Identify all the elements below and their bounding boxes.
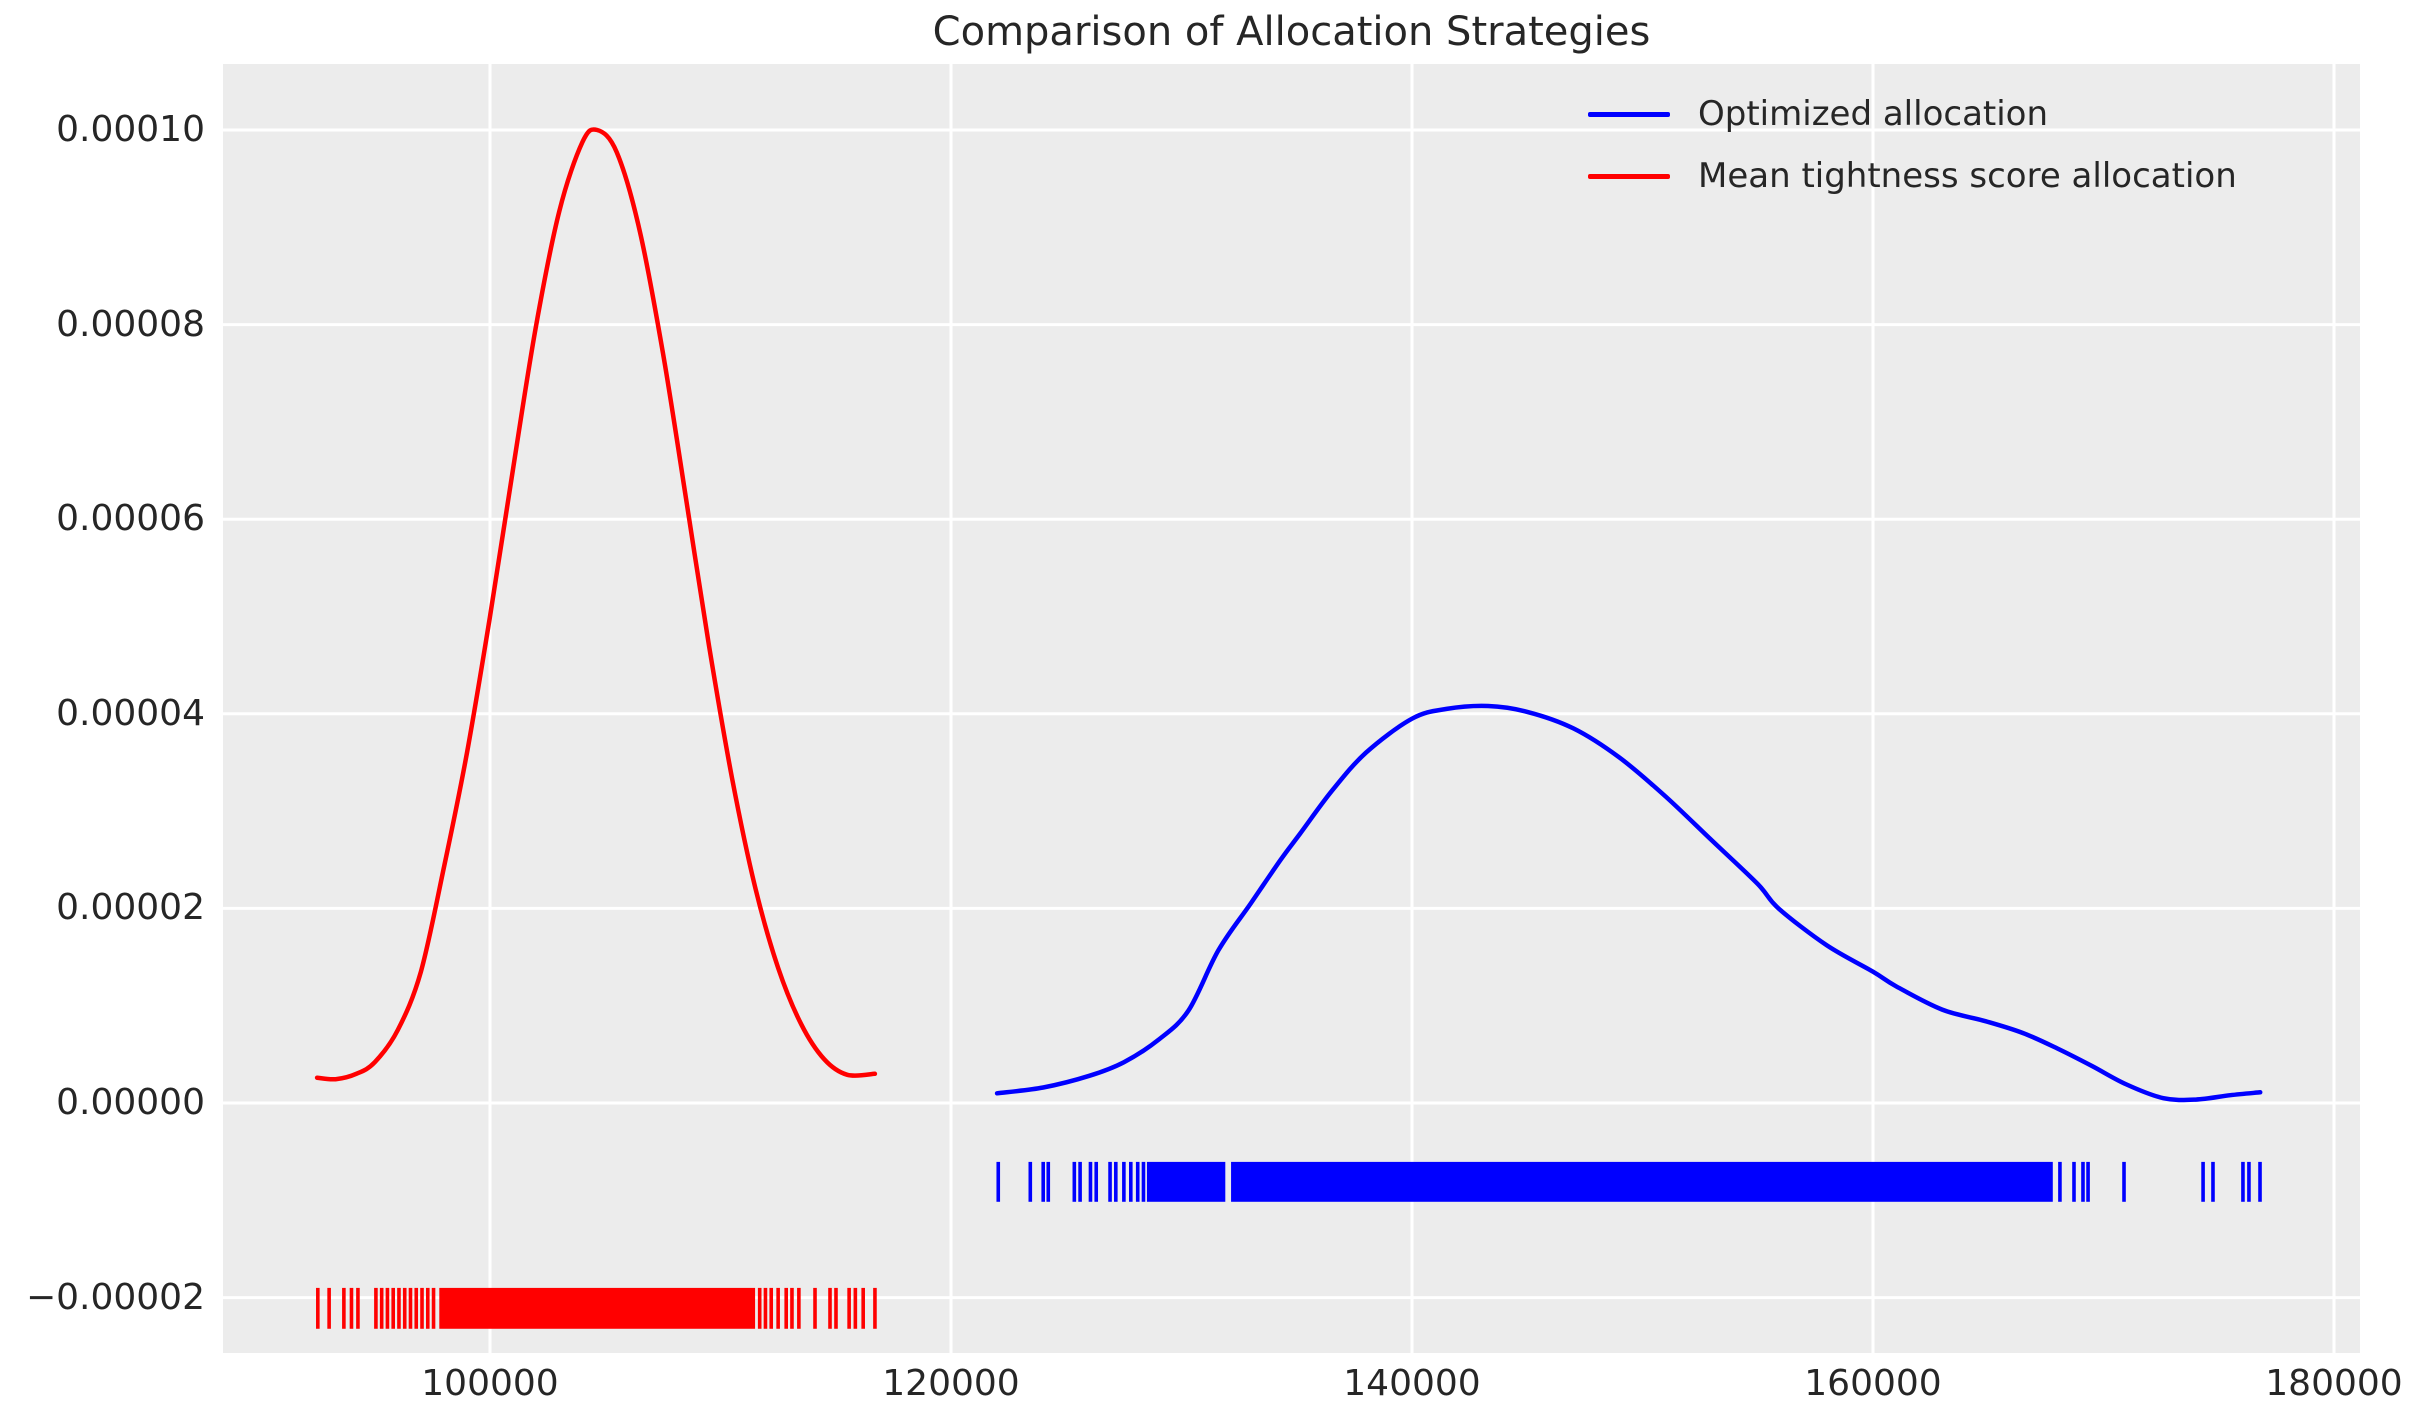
rug-tick-mean-tightness xyxy=(763,1287,768,1329)
rug-tick-mean-tightness xyxy=(769,1287,774,1329)
x-tick-label: 100000 xyxy=(421,1363,559,1404)
rug-tick-mean-tightness xyxy=(374,1287,378,1329)
chart-canvas xyxy=(223,64,2360,1353)
chart-title: Comparison of Allocation Strategies xyxy=(932,9,1651,55)
legend-label: Optimized allocation xyxy=(1698,94,2049,134)
rug-tick-optimized xyxy=(1046,1161,1051,1202)
rug-tick-optimized xyxy=(2247,1161,2251,1202)
rug-tick-optimized xyxy=(1094,1161,1099,1202)
rug-tick-optimized xyxy=(1128,1161,1133,1202)
rug-tick-mean-tightness xyxy=(873,1287,877,1329)
rug-tick-optimized xyxy=(1114,1161,1118,1202)
rug-tick-mean-tightness xyxy=(861,1287,865,1329)
rug-tick-mean-tightness xyxy=(797,1287,801,1329)
rug-tick-optimized xyxy=(1135,1161,1140,1202)
y-tick-label: 0.00004 xyxy=(56,692,205,734)
rug-tick-optimized xyxy=(2122,1161,2126,1202)
y-tick-label: 0.00000 xyxy=(56,1082,205,1124)
rug-tick-mean-tightness xyxy=(385,1287,390,1329)
rug-tick-mean-tightness xyxy=(834,1287,838,1329)
rug-tick-optimized xyxy=(1072,1161,1077,1202)
y-tick-label: 0.00010 xyxy=(56,108,205,150)
rug-tick-optimized xyxy=(2258,1161,2262,1202)
rug-tick-mean-tightness xyxy=(397,1287,401,1329)
legend-line-sample-blue xyxy=(1588,111,1670,117)
kde-curve-mean-tightness xyxy=(314,127,878,1082)
rug-tick-optimized xyxy=(1028,1161,1033,1202)
y-tick-label: 0.00002 xyxy=(56,887,205,929)
rug-tick-optimized xyxy=(996,1161,1001,1202)
rug-tick-optimized xyxy=(1078,1161,1082,1202)
legend-label: Mean tightness score allocation xyxy=(1698,156,2237,196)
rug-tick-optimized xyxy=(2086,1161,2090,1202)
rug-tick-optimized xyxy=(2241,1161,2245,1202)
y-tick-label: −0.00002 xyxy=(25,1276,205,1318)
y-tick-label: 0.00006 xyxy=(56,498,205,540)
rug-tick-mean-tightness xyxy=(431,1287,436,1329)
rug-tick-optimized xyxy=(2072,1161,2076,1202)
rug-tick-optimized xyxy=(2201,1161,2205,1202)
rug-tick-optimized xyxy=(1108,1161,1112,1202)
rug-tick-mean-tightness xyxy=(776,1287,780,1329)
x-tick-label: 180000 xyxy=(2265,1363,2403,1404)
legend-entry-optimized: Optimized allocation xyxy=(1588,90,2237,138)
rug-tick-optimized xyxy=(2081,1161,2085,1202)
x-tick-label: 160000 xyxy=(1804,1363,1942,1404)
rug-tick-optimized xyxy=(2058,1161,2062,1202)
rug-tick-mean-tightness xyxy=(420,1287,424,1329)
y-tick-label: 0.00008 xyxy=(56,303,205,345)
rug-tick-mean-tightness xyxy=(813,1287,817,1329)
rug-tick-mean-tightness xyxy=(828,1287,832,1329)
rug-dense-band-optimized xyxy=(1146,1161,1226,1202)
rug-tick-mean-tightness xyxy=(391,1287,396,1329)
plot-area xyxy=(223,64,2360,1353)
rug-tick-optimized xyxy=(1088,1161,1093,1202)
rug-tick-mean-tightness xyxy=(784,1287,789,1329)
rug-tick-optimized xyxy=(1141,1161,1146,1202)
legend: Optimized allocation Mean tightness scor… xyxy=(1588,90,2237,200)
rug-tick-mean-tightness xyxy=(379,1287,384,1329)
rug-tick-mean-tightness xyxy=(349,1287,354,1329)
rug-tick-mean-tightness xyxy=(847,1287,851,1329)
rug-tick-mean-tightness xyxy=(757,1287,762,1329)
rug-tick-mean-tightness xyxy=(356,1287,360,1329)
rug-tick-optimized xyxy=(2211,1161,2215,1202)
legend-entry-mean-tightness: Mean tightness score allocation xyxy=(1588,152,2237,200)
rug-tick-mean-tightness xyxy=(316,1287,320,1329)
x-tick-label: 120000 xyxy=(882,1363,1020,1404)
rug-tick-mean-tightness xyxy=(402,1287,407,1329)
rug-tick-mean-tightness xyxy=(414,1287,419,1329)
kde-curve-optimized xyxy=(994,703,2263,1103)
rug-tick-mean-tightness xyxy=(408,1287,413,1329)
legend-line-sample-red xyxy=(1588,173,1670,179)
rug-tick-mean-tightness xyxy=(853,1287,858,1329)
rug-tick-optimized xyxy=(1041,1161,1046,1202)
rug-tick-optimized xyxy=(1122,1161,1126,1202)
rug-tick-mean-tightness xyxy=(327,1287,331,1329)
rug-dense-band-mean-tightness xyxy=(439,1287,756,1329)
rug-dense-band-optimized xyxy=(1231,1161,2053,1202)
rug-tick-mean-tightness xyxy=(425,1287,430,1329)
rug-tick-mean-tightness xyxy=(790,1287,794,1329)
x-tick-label: 140000 xyxy=(1343,1363,1481,1404)
rug-tick-mean-tightness xyxy=(342,1287,346,1329)
